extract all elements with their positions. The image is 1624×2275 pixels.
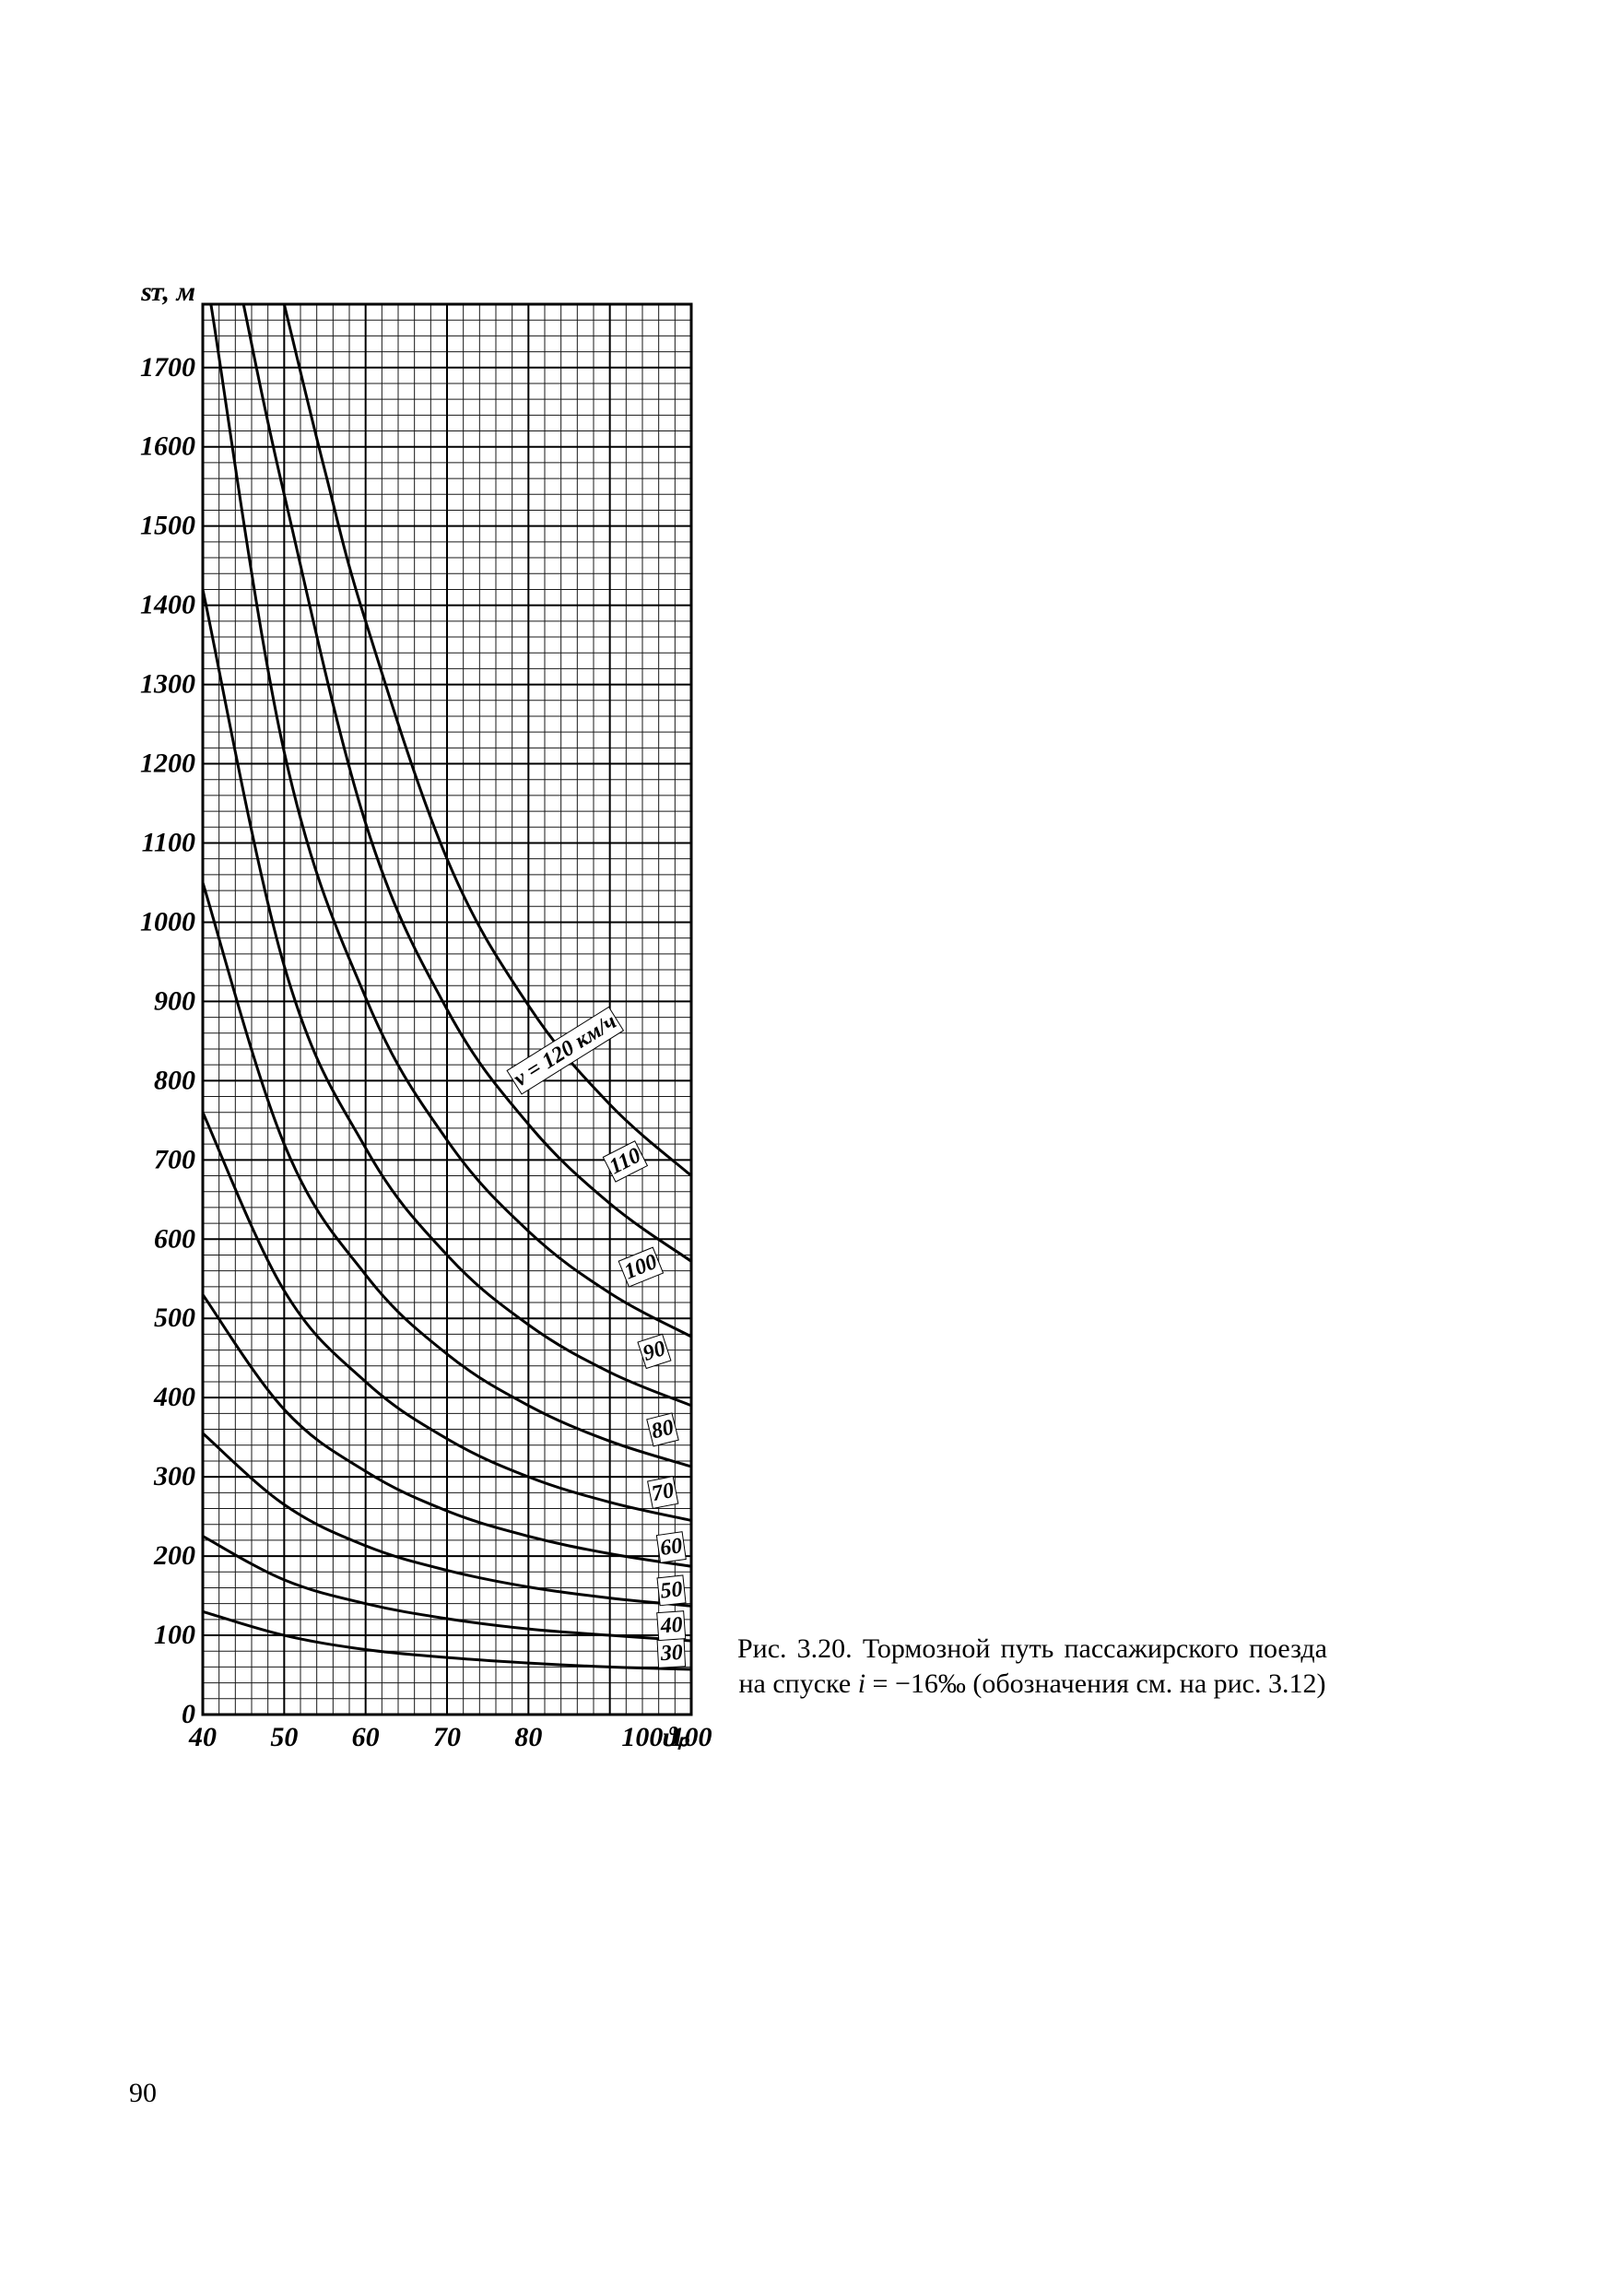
- svg-text:600: 600: [154, 1223, 195, 1254]
- chart-svg: 0100200300400500600700800900100011001200…: [129, 277, 719, 1770]
- braking-distance-chart: 0100200300400500600700800900100011001200…: [129, 277, 719, 1770]
- svg-text:40: 40: [188, 1722, 217, 1752]
- svg-text:70: 70: [433, 1722, 461, 1752]
- svg-text:70: 70: [650, 1479, 677, 1506]
- figure-caption: Рис. 3.20. Тормозной путь пассажирского …: [737, 1632, 1327, 1701]
- svg-text:sᴛ, м: sᴛ, м: [140, 277, 195, 307]
- svg-text:700: 700: [154, 1144, 195, 1174]
- caption-formula-var: i: [858, 1668, 865, 1699]
- svg-text:1400: 1400: [140, 590, 195, 620]
- svg-text:40: 40: [659, 1613, 684, 1639]
- svg-text:400: 400: [153, 1382, 195, 1412]
- svg-text:1100: 1100: [142, 827, 195, 857]
- svg-text:500: 500: [154, 1303, 195, 1333]
- svg-text:100: 100: [154, 1620, 195, 1650]
- svg-text:100ϑₚ: 100ϑₚ: [621, 1722, 690, 1752]
- svg-text:200: 200: [153, 1540, 195, 1571]
- svg-text:80: 80: [514, 1722, 542, 1752]
- svg-text:1000: 1000: [140, 906, 195, 937]
- svg-text:60: 60: [659, 1534, 684, 1561]
- svg-text:300: 300: [153, 1461, 195, 1491]
- svg-text:900: 900: [154, 985, 195, 1016]
- svg-text:30: 30: [659, 1641, 683, 1666]
- svg-text:50: 50: [659, 1577, 684, 1603]
- caption-suffix: (обозначения см. на рис. 3.12): [966, 1668, 1326, 1699]
- page-number: 90: [129, 2078, 157, 2109]
- svg-text:60: 60: [352, 1722, 380, 1752]
- caption-formula-eq: = −16‰: [865, 1668, 966, 1699]
- svg-text:1300: 1300: [140, 669, 195, 700]
- svg-text:1200: 1200: [140, 749, 195, 779]
- svg-text:50: 50: [270, 1722, 298, 1752]
- svg-text:1700: 1700: [140, 352, 195, 383]
- svg-text:1600: 1600: [140, 431, 195, 462]
- svg-text:800: 800: [154, 1065, 195, 1095]
- svg-text:1500: 1500: [140, 511, 195, 541]
